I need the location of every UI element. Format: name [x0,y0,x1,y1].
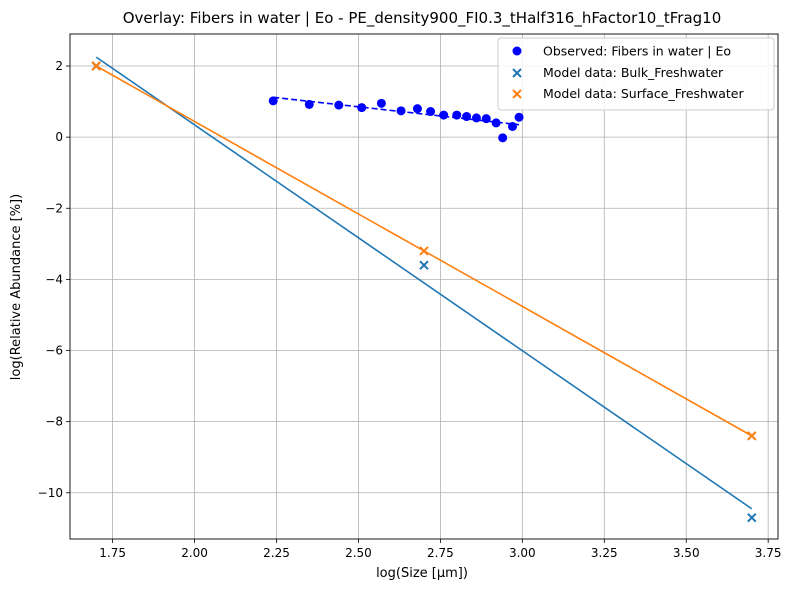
data-point [508,121,517,131]
data-point [426,107,436,117]
legend-marker-surface [512,89,522,99]
data-point [268,96,278,106]
data-point [747,431,757,441]
y-axis-label: log(Relative Abundance [%]) [9,194,24,380]
y-tick-label: 2 [55,59,63,73]
y-tick-label: −10 [38,486,63,500]
data-point [419,246,429,256]
data-point [471,113,481,123]
data-point [514,112,524,122]
axes-frame [69,33,779,540]
data-point [481,114,491,124]
x-tick-label: 3.50 [673,546,700,560]
y-tick-label: −6 [45,344,63,358]
x-tick-label: 2.75 [427,546,454,560]
legend-marker-observed [512,46,522,56]
series-line [95,56,753,510]
x-tick-label: 1.75 [99,546,126,560]
data-point [376,98,386,108]
data-point [396,106,406,116]
data-point [334,100,344,110]
x-tick-label: 3.75 [755,546,782,560]
series-line [273,96,520,126]
data-point [491,118,501,128]
x-tick-label: 3.00 [509,546,536,560]
legend-box [497,37,775,111]
data-point [412,104,422,114]
data-point [462,112,472,122]
data-point [439,110,449,120]
legend-marker-bulk [512,68,522,78]
y-tick-label: −2 [45,201,63,215]
legend-label-bulk: Model data: Bulk_Freshwater [543,65,724,80]
data-point [452,110,462,120]
data-point [419,260,429,270]
x-tick-label: 2.00 [181,546,208,560]
data-point [91,61,101,71]
data-point [498,133,508,143]
y-tick-label: 0 [55,130,63,144]
x-tick-label: 2.50 [345,546,372,560]
data-point [747,512,757,523]
data-point [357,103,367,113]
legend-label-observed: Observed: Fibers in water | Eo [543,44,731,59]
x-axis-label: log(Size [µm]) [376,566,468,581]
y-tick-label: −4 [45,272,63,286]
x-tick-label: 2.25 [263,546,290,560]
legend-label-surface: Model data: Surface_Freshwater [543,86,744,101]
legend: Observed: Fibers in water | Eo Model dat… [497,37,775,111]
chart-title: Overlay: Fibers in water | Eo - PE_densi… [123,9,722,28]
plot-area [91,56,757,523]
data-point [304,99,314,109]
x-tick-label: 3.25 [591,546,618,560]
ticks: 1.75 2.00 2.25 2.50 2.75 3.00 3.25 3.50 3.75 2 0 −2… [38,59,782,560]
y-tick-label: −8 [45,415,63,429]
